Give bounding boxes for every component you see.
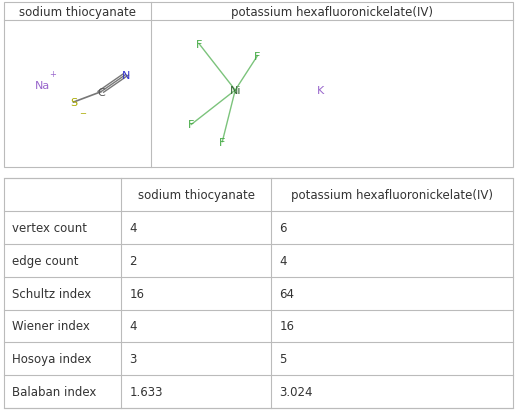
Text: +: +: [50, 70, 56, 79]
Text: Na: Na: [35, 81, 50, 91]
Text: 3.024: 3.024: [279, 385, 313, 398]
Text: 2: 2: [129, 254, 137, 267]
Text: 4: 4: [129, 221, 137, 234]
Text: vertex count: vertex count: [12, 221, 87, 234]
Text: Ni: Ni: [230, 86, 241, 96]
Text: 64: 64: [279, 287, 294, 300]
Text: 4: 4: [129, 320, 137, 333]
Text: −: −: [79, 109, 86, 118]
Text: F: F: [196, 40, 202, 50]
Text: S: S: [70, 98, 77, 108]
Text: 1.633: 1.633: [129, 385, 163, 398]
Text: Hosoya index: Hosoya index: [12, 353, 92, 366]
Text: 5: 5: [279, 353, 286, 366]
Text: 6: 6: [279, 221, 287, 234]
Text: F: F: [219, 137, 225, 147]
Text: 16: 16: [279, 320, 294, 333]
Text: N: N: [121, 71, 130, 81]
Text: potassium hexafluoronickelate(IV): potassium hexafluoronickelate(IV): [291, 189, 493, 202]
Text: F: F: [188, 120, 194, 130]
Text: Balaban index: Balaban index: [12, 385, 96, 398]
Text: potassium hexafluoronickelate(IV): potassium hexafluoronickelate(IV): [231, 6, 433, 19]
Text: edge count: edge count: [12, 254, 79, 267]
Text: F: F: [254, 52, 261, 62]
Text: K: K: [317, 86, 324, 96]
Text: 16: 16: [129, 287, 144, 300]
Text: Schultz index: Schultz index: [12, 287, 91, 300]
Text: Wiener index: Wiener index: [12, 320, 90, 333]
Text: 4: 4: [279, 254, 287, 267]
Text: C: C: [97, 88, 104, 97]
Text: sodium thiocyanate: sodium thiocyanate: [138, 189, 255, 202]
Text: 3: 3: [129, 353, 136, 366]
Text: sodium thiocyanate: sodium thiocyanate: [19, 6, 136, 19]
